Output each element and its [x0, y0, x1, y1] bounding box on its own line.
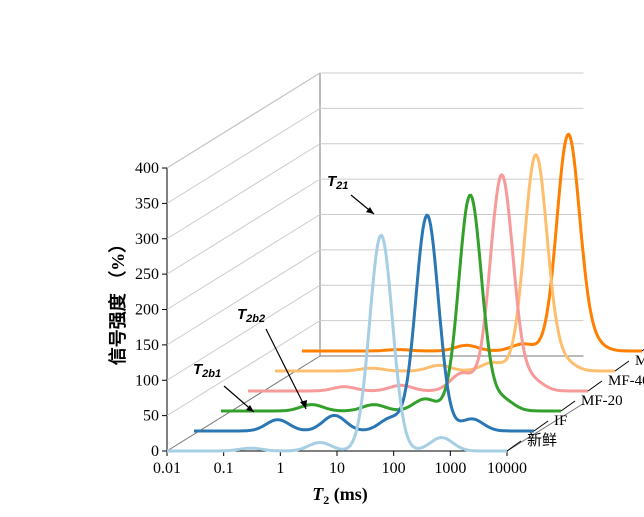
series-line-4	[274, 153, 616, 373]
x-axis-label: T2 (ms)	[312, 484, 368, 507]
x-axis-label-unit: (ms)	[329, 484, 368, 505]
annotation-t2b2: T2b2	[237, 306, 307, 410]
side-gridline	[166, 320, 321, 417]
y-tick-label: 0	[151, 443, 159, 460]
side-gridline	[166, 249, 321, 346]
y-tick-label: 300	[135, 231, 159, 248]
series-label-2: MF-20	[581, 393, 623, 409]
y-tick-label: 400	[135, 160, 159, 177]
series-line-3	[247, 173, 589, 393]
series-label-4: MF-60	[635, 353, 644, 369]
annotation-t2b1: T2b1	[193, 361, 255, 413]
series-label-0: 新鲜	[527, 432, 557, 449]
y-tick-label: 150	[135, 337, 159, 354]
series-depth-tick	[533, 420, 549, 432]
annotation-t21: T21	[327, 173, 375, 215]
side-gridline	[166, 107, 321, 204]
x-tick-labels: 0.01 0.1 1 10 100 1000 10000	[153, 460, 527, 477]
annotation-t21-arrowhead	[366, 207, 374, 214]
series-label-3: MF-40	[608, 373, 644, 389]
floor-right-edge	[506, 403, 584, 452]
side-gridline	[166, 178, 321, 275]
annotation-t21-label: T21	[327, 173, 348, 192]
annotation-t2b2-arrow	[265, 328, 307, 410]
series-line-0	[166, 233, 508, 453]
x-axis-label-symbol: T	[312, 484, 324, 504]
annotation-t2b2-arrowhead	[300, 400, 307, 409]
annotation-t2b1-arrowhead	[246, 405, 254, 412]
side-gridline	[166, 284, 321, 381]
series-depth-tick	[506, 440, 522, 452]
series-line-1	[193, 213, 535, 433]
x-tick-label: 1	[276, 460, 284, 477]
side-gridline	[166, 72, 321, 169]
series-depth-tick	[560, 400, 576, 412]
x-tick-label: 100	[382, 460, 406, 477]
x-axis-label-subscript: 2	[323, 493, 329, 507]
series-label-1: IF	[554, 413, 567, 429]
x-tick-label: 1000	[434, 460, 466, 477]
y-tick-label: 100	[135, 372, 159, 389]
side-gridline	[166, 214, 321, 310]
x-tick-label: 10	[329, 460, 345, 477]
series-line-2	[220, 193, 562, 413]
series-line-5	[301, 132, 643, 353]
x-tick-label: 0.1	[214, 460, 234, 477]
series-depth-tick	[587, 380, 603, 392]
annotation-t2b2-label: T2b2	[237, 306, 265, 325]
x-tick-label: 0.01	[153, 460, 181, 477]
y-axis-label: 信号强度 （%）	[107, 235, 128, 366]
annotation-t2b1-label: T2b1	[193, 361, 221, 380]
x-tick-label: 10000	[487, 460, 527, 477]
series-depth-tick	[614, 360, 630, 372]
y-tick-label: 50	[143, 408, 159, 425]
y-tick-labels: 0 50 100 150 200 250 300 350 400	[135, 160, 159, 460]
chart-gridlines	[162, 72, 584, 456]
y-tick-label: 250	[135, 266, 159, 283]
y-tick-label: 200	[135, 302, 159, 319]
y-tick-label: 350	[135, 195, 159, 212]
side-gridline	[166, 143, 321, 240]
chart-series	[166, 132, 644, 453]
